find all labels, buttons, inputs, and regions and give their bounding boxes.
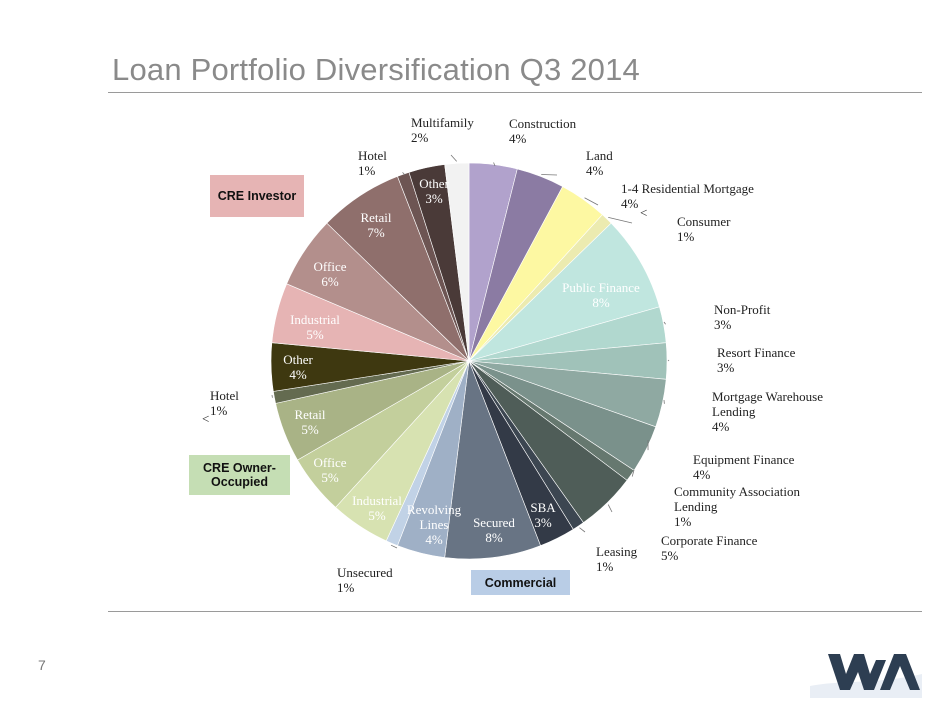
slice-label: 1-4 Residential Mortgage 4% bbox=[621, 181, 754, 211]
leader-line bbox=[402, 172, 406, 176]
slice-label: Other 4% bbox=[283, 352, 313, 382]
slice-label: Retail 5% bbox=[294, 407, 325, 437]
slice-label: Construction 4% bbox=[509, 116, 577, 146]
page-number: 7 bbox=[38, 657, 46, 673]
slice-label: Other 3% bbox=[419, 176, 449, 206]
slice-label: Public Finance 8% bbox=[562, 280, 640, 310]
slice-label: Multifamily 2% bbox=[411, 115, 474, 145]
slice-label: Industrial 5% bbox=[290, 312, 340, 342]
slice-label: Consumer 1% bbox=[677, 214, 731, 244]
leader-arrow-icon: < bbox=[640, 205, 647, 220]
group-label-cre-owner-occupied: CRE Owner-Occupied bbox=[189, 455, 290, 495]
slice-label: Non-Profit 3% bbox=[714, 302, 771, 332]
slice-label: Revolving Lines 4% bbox=[407, 502, 462, 547]
leader-line bbox=[607, 504, 613, 513]
slice-label: Leasing 1% bbox=[596, 544, 638, 574]
footer-divider bbox=[108, 611, 922, 612]
leader-line bbox=[667, 359, 670, 362]
leader-arrow-icon: < bbox=[202, 411, 209, 426]
company-logo bbox=[810, 654, 922, 698]
slice-label: Community Association Lending 1% bbox=[674, 484, 801, 529]
leader-line bbox=[450, 154, 457, 162]
pie-slice-secured bbox=[444, 360, 541, 560]
slice-label: Office 5% bbox=[314, 455, 347, 485]
group-label-cre-investor: CRE Investor bbox=[210, 175, 304, 217]
slice-label: Retail 7% bbox=[360, 210, 391, 240]
pie-slice-multifamily bbox=[444, 162, 470, 362]
leader-line bbox=[579, 527, 586, 533]
leader-line bbox=[631, 469, 635, 477]
slice-label: Corporate Finance 5% bbox=[661, 533, 758, 563]
slice-label: Land 4% bbox=[586, 148, 613, 178]
slice-label: Secured 8% bbox=[473, 515, 515, 545]
leader-line bbox=[608, 217, 633, 224]
slice-label: Equipment Finance 4% bbox=[693, 452, 795, 482]
leader-line bbox=[584, 197, 599, 206]
slice-label: Hotel 1% bbox=[358, 148, 387, 178]
slice-label: Mortgage Warehouse Lending 4% bbox=[712, 389, 823, 434]
pie-slice-public-finance bbox=[468, 222, 660, 362]
title-divider bbox=[108, 92, 922, 93]
slice-label: SBA 3% bbox=[530, 500, 556, 530]
slice-label: Unsecured 1% bbox=[337, 565, 393, 595]
slice-label: Industrial 5% bbox=[352, 493, 402, 523]
leader-line bbox=[390, 544, 398, 549]
page-title: Loan Portfolio Diversification Q3 2014 bbox=[112, 52, 641, 87]
slice-label: Resort Finance 3% bbox=[717, 345, 796, 375]
leader-line bbox=[493, 162, 496, 167]
slice-label: Office 6% bbox=[314, 259, 347, 289]
slice-label: Hotel 1% bbox=[210, 388, 239, 418]
group-label-commercial: Commercial bbox=[471, 570, 570, 595]
leader-line bbox=[663, 321, 666, 325]
